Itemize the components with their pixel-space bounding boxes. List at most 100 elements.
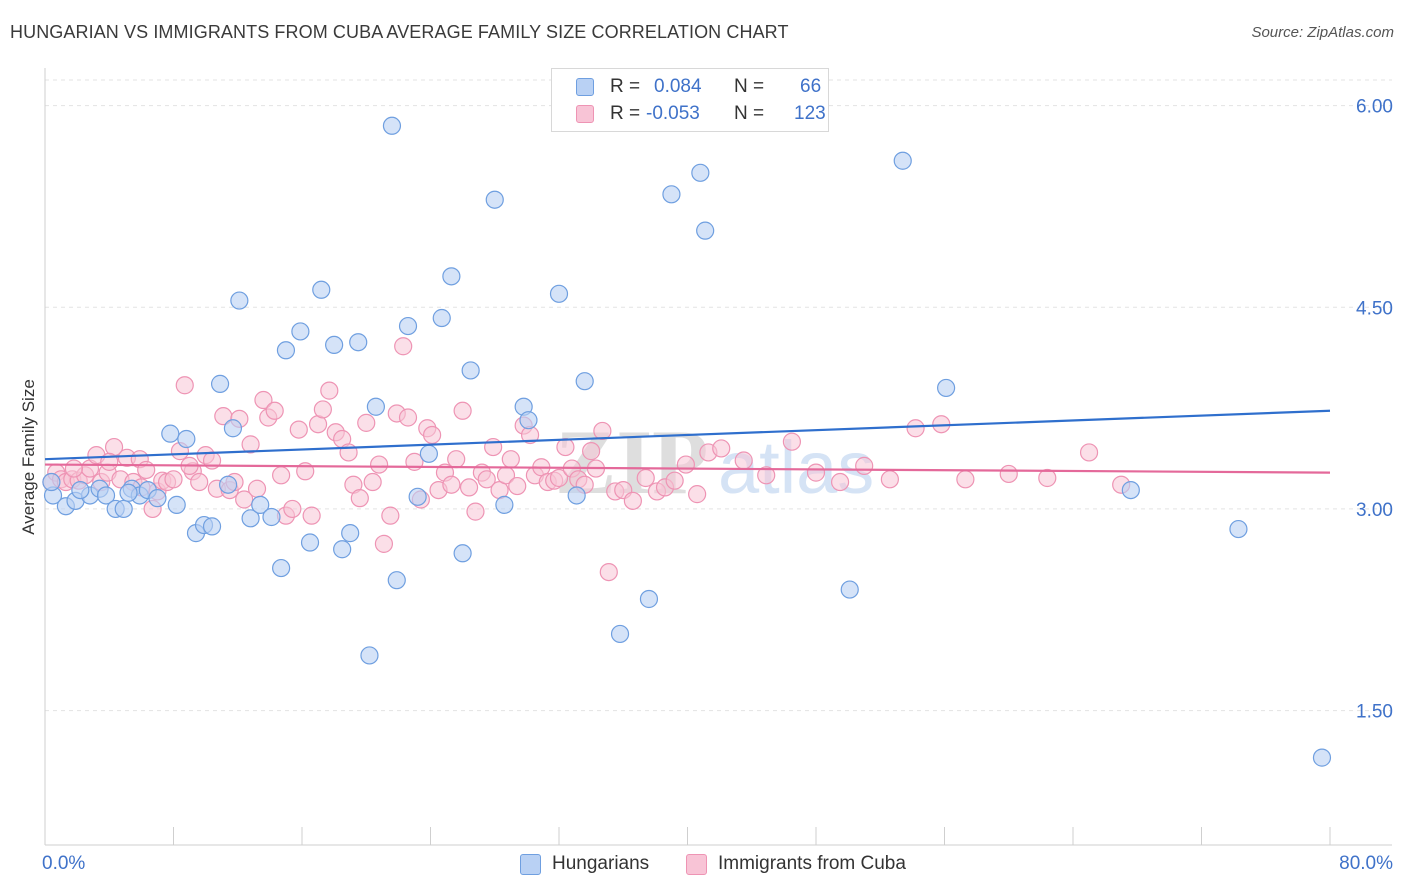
cuba-point-119 — [64, 459, 84, 478]
cuba-point-110 — [855, 456, 874, 475]
hungarian-point-43 — [453, 544, 472, 563]
hungarian-point-20 — [223, 419, 243, 438]
cuba-point-114 — [956, 470, 975, 489]
cuba-point-41 — [283, 499, 302, 519]
hungarian-point-31 — [333, 540, 352, 559]
hungarian-point-14 — [177, 429, 196, 449]
hungarian-point-53 — [639, 589, 659, 609]
hungarian-point-27 — [291, 322, 310, 341]
hungarian-point-62 — [1312, 748, 1332, 767]
bottom-legend-label-hungarians: Hungarians — [552, 853, 650, 874]
hungarian-point-30 — [325, 335, 344, 355]
cuba-point-16 — [137, 460, 156, 480]
legend-r-label: R = — [610, 103, 641, 124]
hungarian-point-7 — [114, 499, 133, 519]
cuba-point-39 — [272, 466, 291, 485]
cuba-point-36 — [254, 390, 273, 410]
cuba-point-67 — [442, 475, 461, 494]
hungarian-point-24 — [262, 507, 281, 527]
hungarian-point-38 — [398, 316, 418, 336]
cuba-point-60 — [398, 408, 418, 427]
hungarian-point-50 — [567, 486, 586, 505]
cuba-point-107 — [782, 432, 802, 451]
cuba-point-97 — [636, 468, 655, 488]
trend-lines — [44, 409, 1331, 474]
legend-swatch-pink — [576, 105, 594, 123]
hungarian-point-55 — [691, 163, 710, 182]
hungarian-point-56 — [696, 221, 715, 240]
y-tick-label-0: 1.50 — [1356, 702, 1393, 723]
cuba-point-35 — [247, 479, 267, 498]
hungarian-point-51 — [575, 372, 594, 391]
hungarian-point-13 — [167, 495, 186, 514]
cuba-point-55 — [370, 455, 389, 474]
bottom-legend-label-cuba: Immigrants from Cuba — [718, 853, 906, 874]
legend-n-label: N = — [734, 103, 765, 124]
hungarian-point-48 — [519, 411, 538, 430]
cuba-point-77 — [501, 450, 520, 469]
source-label: Source: ZipAtlas.com — [1251, 24, 1394, 41]
cuba-point-86 — [556, 437, 575, 457]
hungarian-trend-line — [44, 409, 1331, 461]
cuba-point-106 — [757, 466, 776, 485]
hungarian-point-46 — [495, 495, 514, 514]
hungarian-point-40 — [419, 444, 438, 463]
hungarian-point-44 — [461, 361, 480, 380]
y-tick-label-3: 6.00 — [1356, 97, 1393, 118]
hungarian-point-64 — [71, 480, 90, 500]
hungarian-point-52 — [610, 624, 630, 644]
cuba-point-34 — [241, 435, 260, 454]
hungarian-point-12 — [161, 424, 180, 443]
grid-lines — [45, 79, 1392, 712]
cuba-point-85 — [549, 468, 569, 488]
cuba-point-44 — [302, 506, 321, 525]
hungarian-point-17 — [202, 517, 222, 536]
hungarian-point-58 — [893, 151, 912, 170]
x-tick-label-1: 80.0% — [1339, 853, 1393, 874]
cuba-point-38 — [265, 401, 284, 420]
legend-n-value-hungarians: 66 — [800, 76, 822, 97]
legend-n-label: N = — [734, 76, 765, 97]
cuba-point-56 — [374, 534, 394, 553]
cuba-point-117 — [1079, 443, 1099, 462]
tick-labels: 1.50 3.00 4.50 6.00 0.0% 80.0% — [42, 97, 1393, 874]
hungarian-points — [42, 116, 1332, 767]
cuba-point-96 — [623, 491, 642, 510]
hungarian-point-19 — [219, 475, 238, 494]
chart-title: HUNGARIAN VS IMMIGRANTS FROM CUBA AVERAG… — [10, 22, 789, 42]
hungarian-point-18 — [210, 374, 230, 393]
cuba-point-101 — [676, 455, 695, 474]
cuba-point-100 — [665, 471, 684, 490]
y-axis-label: Average Family Size — [19, 379, 38, 535]
hungarian-point-54 — [662, 185, 681, 204]
hungarian-point-33 — [349, 333, 368, 352]
hungarian-point-5 — [96, 486, 116, 505]
cuba-point-105 — [734, 451, 753, 470]
hungarian-point-34 — [360, 646, 379, 665]
hungarian-point-41 — [432, 308, 451, 328]
hungarian-point-32 — [341, 524, 360, 543]
hungarian-point-22 — [241, 509, 260, 528]
cuba-point-104 — [712, 439, 731, 458]
cuba-point-69 — [453, 401, 472, 420]
cuba-point-21 — [164, 470, 183, 489]
hungarian-point-59 — [937, 378, 956, 398]
x-tick-label-0: 0.0% — [42, 853, 85, 874]
cuba-point-112 — [906, 419, 925, 438]
hungarian-point-37 — [387, 571, 406, 590]
cuba-point-47 — [320, 381, 339, 400]
legend-swatch-blue — [576, 78, 594, 96]
cuba-point-53 — [357, 413, 376, 432]
hungarian-point-23 — [251, 495, 270, 514]
legend-r-label: R = — [610, 76, 641, 97]
legend-r-value-cuba: -0.053 — [646, 103, 700, 124]
hungarian-point-28 — [300, 533, 320, 552]
cuba-point-42 — [289, 420, 308, 439]
hungarian-point-11 — [148, 489, 167, 508]
cuba-point-70 — [459, 478, 479, 497]
hungarian-point-25 — [272, 558, 291, 578]
bottom-legend-swatch-pink — [686, 854, 707, 875]
cuba-point-73 — [477, 470, 496, 489]
cuba-point-59 — [394, 337, 413, 356]
cuba-point-71 — [466, 502, 485, 521]
